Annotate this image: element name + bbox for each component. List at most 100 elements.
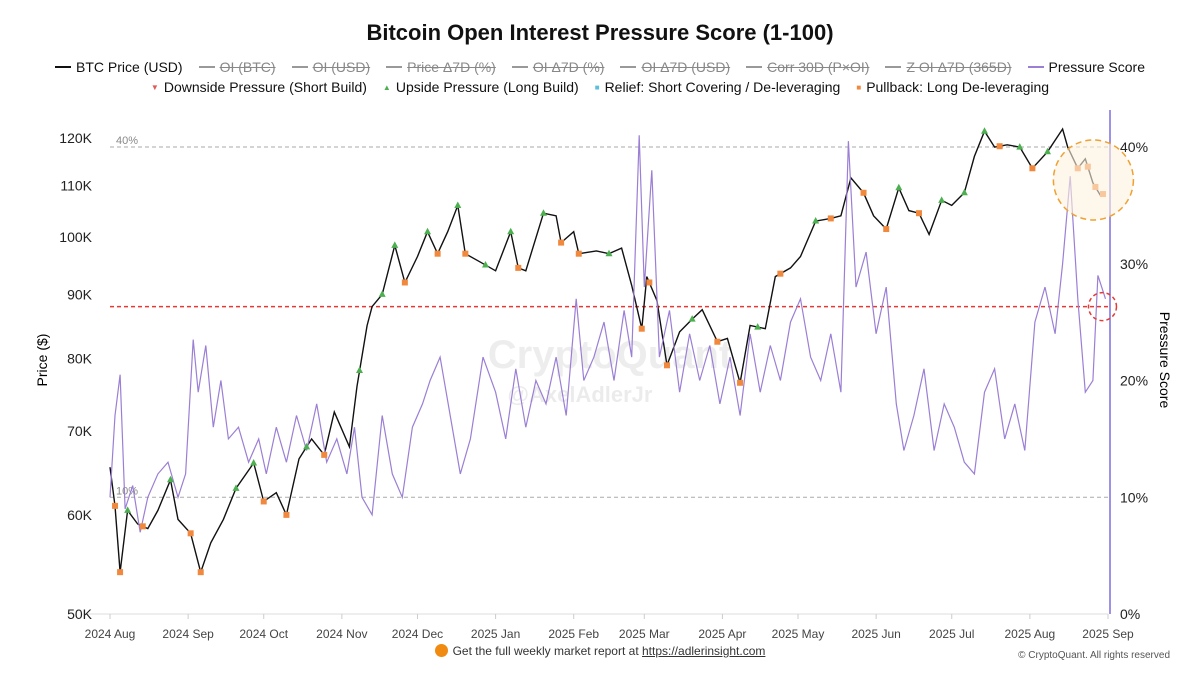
legend-swatch [1027,66,1044,68]
pullback-marker [139,523,146,530]
upside-pressure-marker [981,127,989,134]
y-tick-label: 60K [67,507,93,523]
triangle-down-icon: ▼ [150,82,159,92]
pullback-marker [860,189,867,196]
footer: Get the full weekly market report at htt… [0,644,1200,658]
pullback-marker [558,239,565,246]
legend-item-2[interactable]: OI (USD) [291,59,371,75]
upside-pressure-marker [424,227,432,235]
marker-legend-item-0[interactable]: ▼ Downside Pressure (Short Build) [151,79,367,95]
legend-swatch [746,66,763,68]
legend-item-8[interactable]: Pressure Score [1027,59,1145,75]
upside-pressure-marker [166,475,174,483]
y2-tick-label: 40% [1120,139,1148,155]
upside-pressure-marker [605,249,613,257]
y-tick-label: 50K [67,606,93,622]
x-tick-label: 2024 Dec [392,627,443,641]
triangle-up-icon: ▲ [382,82,391,92]
x-tick-label: 2024 Sep [162,627,214,641]
legend-swatch [198,66,215,68]
x-tick-label: 2025 Jan [471,627,520,641]
pullback-marker [260,498,267,505]
upside-pressure-marker [356,366,363,373]
pullback-marker [401,279,408,286]
legend-swatch [620,66,637,68]
pullback-marker [283,511,290,518]
pullback-marker [714,338,721,345]
legend-label: OI (BTC) [219,59,276,75]
upside-pressure-marker [378,290,386,297]
marker-legend: ▼ Downside Pressure (Short Build) ▲ Upside … [0,79,1200,95]
x-tick-label: 2025 Jul [929,627,974,641]
x-tick-label: 2025 Jun [851,627,900,641]
legend-swatch [55,66,72,68]
y-tick-label: 100K [59,229,92,245]
legend-item-5[interactable]: OI Δ7D (USD) [620,59,730,75]
highlight-circle [1052,139,1135,221]
legend-item-3[interactable]: Price Δ7D (%) [386,59,496,75]
legend-label: Downside Pressure (Short Build) [163,79,367,95]
legend-label: Upside Pressure (Long Build) [395,79,579,95]
upside-pressure-marker [960,188,968,196]
pullback-marker [575,250,582,257]
pullback-marker [827,215,834,222]
legend-item-7[interactable]: Z OI Δ7D (365D) [885,59,1012,75]
y-tick-label: 80K [67,350,93,366]
pullback-marker [883,226,890,233]
legend-swatch [386,66,403,68]
legend-label: Z OI Δ7D (365D) [906,59,1012,75]
upside-pressure-marker [754,323,762,330]
upside-pressure-marker [391,241,399,248]
pullback-marker [321,451,328,458]
legend-label: OI (USD) [312,59,371,75]
watermark-handle: @AxelAdlerJr [508,382,653,407]
upside-pressure-marker [232,484,240,491]
marker-legend-item-3[interactable]: ■ Pullback: Long De-leveraging [856,79,1049,95]
series-legend: BTC Price (USD) OI (BTC) OI (USD) Price Δ7D… [0,59,1200,75]
y-tick-label: 70K [67,423,93,439]
pullback-marker [1029,165,1036,172]
pullback-marker [462,250,469,257]
pullback-marker [663,362,670,369]
series-line-pressure-score [109,135,1107,533]
legend-label: Price Δ7D (%) [407,59,496,75]
x-tick-label: 2024 Nov [316,627,367,641]
footer-link[interactable]: https://adlerinsight.com [642,644,766,658]
y-axis-label: Price ($) [34,334,50,387]
orange-dot-icon [434,644,448,657]
legend-label: Corr 30D (P×OI) [767,59,870,75]
legend-item-4[interactable]: OI Δ7D (%) [511,59,604,75]
legend-label: BTC Price (USD) [76,59,183,75]
y2-axis-label: Pressure Score [1157,312,1173,409]
upside-pressure-marker [1016,143,1024,150]
legend-item-0[interactable]: BTC Price (USD) [55,59,183,75]
y-tick-label: 120K [59,130,92,146]
upside-pressure-marker [507,227,515,235]
pullback-marker [737,379,744,386]
marker-legend-item-1[interactable]: ▲ Upside Pressure (Long Build) [383,79,579,95]
upside-pressure-marker [124,506,132,513]
reference-line-label: 40% [116,135,138,147]
legend-item-1[interactable]: OI (BTC) [198,59,276,75]
pullback-marker [117,569,124,576]
upside-pressure-marker [938,196,946,203]
upside-pressure-marker [812,217,820,224]
legend-item-6[interactable]: Corr 30D (P×OI) [746,59,869,75]
legend-label: OI Δ7D (USD) [641,59,731,75]
pullback-marker [915,210,922,217]
y2-tick-label: 20% [1120,373,1148,389]
y2-tick-label: 30% [1120,256,1148,272]
pullback-marker [187,530,194,537]
x-tick-label: 2024 Aug [85,627,136,641]
pullback-marker [515,264,522,271]
pullback-marker [112,502,119,509]
upside-pressure-marker [688,315,696,322]
chart-title: Bitcoin Open Interest Pressure Score (1-… [366,20,834,45]
marker-legend-item-2[interactable]: ■ Relief: Short Covering / De-leveraging [595,79,841,95]
square-icon: ■ [856,82,862,92]
x-tick-label: 2025 Mar [619,627,670,641]
pullback-marker [638,325,645,332]
legend-swatch [511,66,528,68]
highlight-circle [1087,291,1118,322]
